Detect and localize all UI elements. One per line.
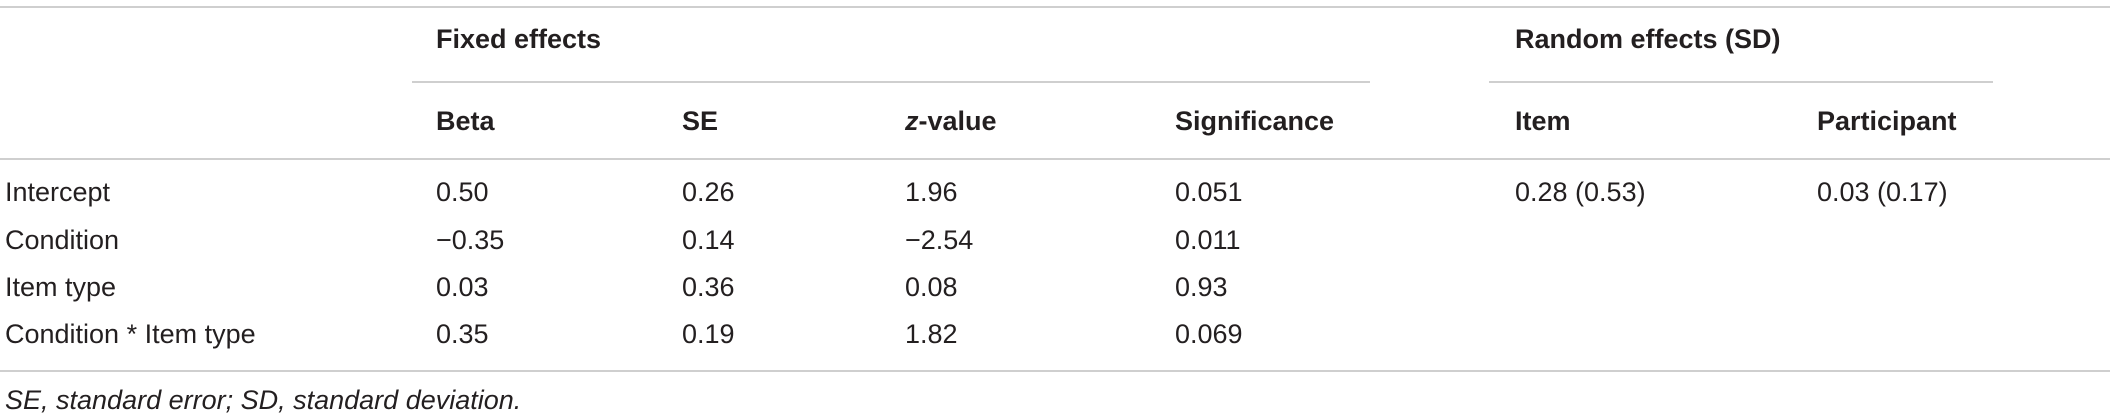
cell: −2.54 bbox=[905, 225, 973, 255]
cell: 0.08 bbox=[905, 272, 958, 302]
cell: 1.82 bbox=[905, 319, 958, 349]
cell: 1.96 bbox=[905, 177, 958, 207]
footnote: SE, standard error; SD, standard deviati… bbox=[5, 385, 521, 415]
cell: 0.35 bbox=[436, 319, 489, 349]
cell: 0.36 bbox=[682, 272, 735, 302]
row-label: Condition * Item type bbox=[5, 319, 256, 349]
column-header: z-value bbox=[904, 106, 997, 136]
row-label: Intercept bbox=[5, 177, 111, 207]
cell: 0.069 bbox=[1175, 319, 1243, 349]
cell: 0.26 bbox=[682, 177, 735, 207]
cell: 0.50 bbox=[436, 177, 489, 207]
cell: 0.14 bbox=[682, 225, 735, 255]
row-label: Condition bbox=[5, 225, 119, 255]
cell: 0.28 (0.53) bbox=[1515, 177, 1646, 207]
cell: 0.19 bbox=[682, 319, 735, 349]
cell: 0.03 (0.17) bbox=[1817, 177, 1948, 207]
header-part: z bbox=[904, 106, 919, 136]
header-part: -value bbox=[919, 106, 997, 136]
column-header: Item bbox=[1515, 106, 1571, 136]
cell: 0.011 bbox=[1175, 225, 1241, 255]
group-header: Random effects (SD) bbox=[1515, 24, 1781, 54]
cell: 0.93 bbox=[1175, 272, 1228, 302]
group-header: Fixed effects bbox=[436, 24, 601, 54]
cell: −0.35 bbox=[436, 225, 504, 255]
column-header: SE bbox=[682, 106, 718, 136]
cell: 0.03 bbox=[436, 272, 489, 302]
column-header: Beta bbox=[436, 106, 496, 136]
cell: 0.051 bbox=[1175, 177, 1243, 207]
row-label: Item type bbox=[5, 272, 116, 302]
column-header: Significance bbox=[1175, 106, 1334, 136]
column-header: Participant bbox=[1817, 106, 1957, 136]
